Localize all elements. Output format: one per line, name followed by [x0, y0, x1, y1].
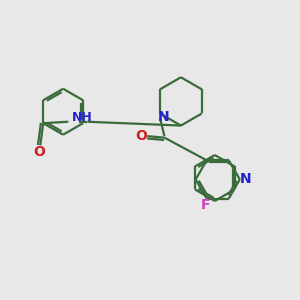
- Text: F: F: [200, 198, 210, 212]
- Text: O: O: [33, 145, 45, 159]
- Text: O: O: [135, 129, 147, 143]
- Text: N: N: [158, 110, 170, 124]
- Text: N: N: [240, 172, 251, 186]
- Text: NH: NH: [72, 111, 93, 124]
